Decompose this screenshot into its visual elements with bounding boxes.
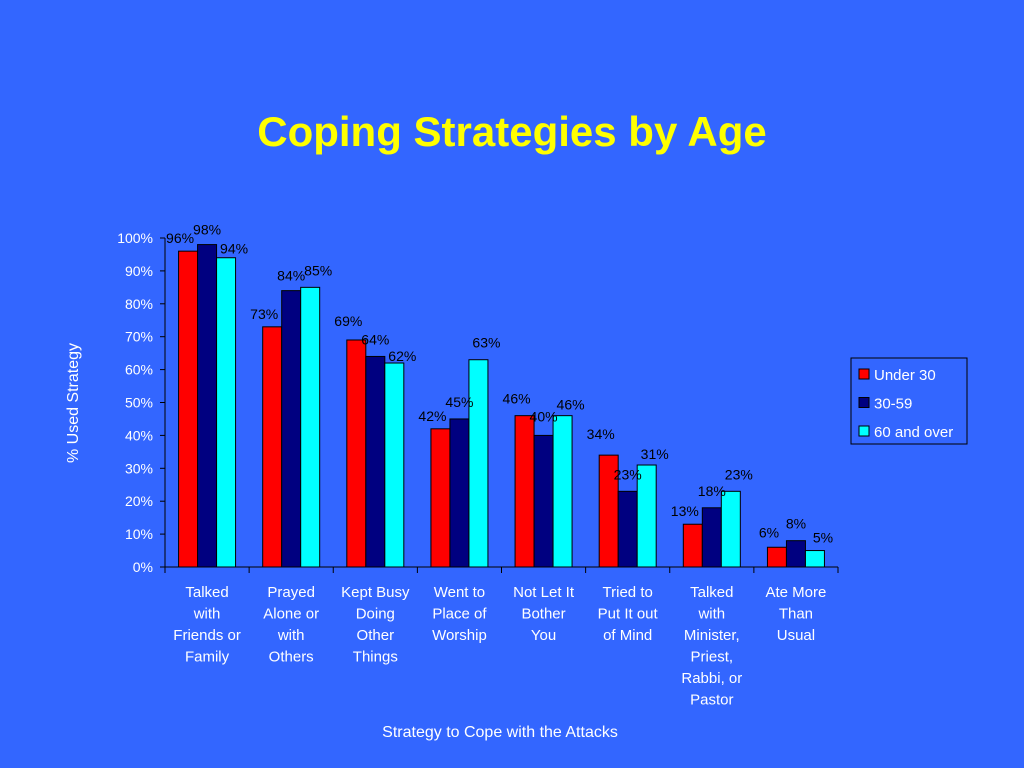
- legend-box: [850, 357, 968, 445]
- bar: [346, 339, 367, 568]
- bar: [468, 359, 489, 568]
- legend: Under 30 30-59 60 and over: [850, 357, 968, 445]
- y-tick-label: 100%: [117, 230, 153, 246]
- y-tick-label: 10%: [125, 526, 153, 542]
- bar: [804, 550, 825, 568]
- y-axis-title: % Used Strategy: [65, 343, 82, 463]
- data-label: 98%: [193, 222, 221, 238]
- bar: [720, 490, 741, 568]
- x-tick-label: Ate More Than Usual: [766, 584, 827, 644]
- bar: [514, 415, 535, 568]
- data-label: 63%: [472, 335, 500, 351]
- data-label: 85%: [304, 262, 332, 278]
- bars: [178, 244, 825, 568]
- bar: [533, 434, 554, 568]
- x-tick-label: Went to Place of Worship: [432, 584, 487, 644]
- bar: [197, 244, 218, 568]
- data-label: 46%: [557, 397, 585, 413]
- y-tick-label: 40%: [125, 427, 153, 443]
- y-tick-label: 60%: [125, 362, 153, 378]
- data-labels: 96%98%94%73%84%85%69%64%62%42%45%63%46%4…: [166, 222, 833, 546]
- data-label: 5%: [813, 530, 833, 546]
- y-axis: 0% 10% 20% 30% 40% 50% 60% 70% 80% 90% 100%: [117, 230, 166, 575]
- bar: [430, 428, 451, 568]
- y-tick-label: 90%: [125, 263, 153, 279]
- legend-label: 60 and over: [874, 424, 953, 441]
- legend-label: Under 30: [874, 367, 936, 384]
- data-label: 42%: [418, 408, 446, 424]
- y-tick-label: 30%: [125, 460, 153, 476]
- data-label: 40%: [530, 408, 558, 424]
- y-tick-label: 50%: [125, 395, 153, 411]
- data-label: 6%: [759, 524, 779, 540]
- bar: [300, 286, 321, 568]
- data-label: 8%: [786, 516, 806, 532]
- data-label: 45%: [445, 394, 473, 410]
- bar: [449, 418, 470, 568]
- data-label: 69%: [334, 313, 362, 329]
- bar: [281, 290, 302, 568]
- x-tick-label: Not Let It Bother You: [513, 584, 575, 644]
- bar: [365, 355, 386, 568]
- bar: [682, 523, 703, 568]
- x-tick-label: Kept Busy Doing Other Things: [341, 584, 410, 666]
- data-label: 96%: [166, 230, 194, 246]
- data-label: 18%: [698, 483, 726, 499]
- y-tick-label: 0%: [133, 559, 153, 575]
- x-tick-label: Prayed Alone or with Others: [263, 584, 319, 666]
- data-label: 13%: [671, 503, 699, 519]
- data-label: 46%: [503, 391, 531, 407]
- bar: [552, 415, 573, 568]
- bar: [766, 546, 787, 568]
- bar: [701, 507, 722, 568]
- x-tick-label: Talked with Minister, Priest, Rabbi, or Pasto…: [681, 584, 742, 709]
- data-label: 23%: [614, 466, 642, 482]
- x-axis: Talked with Friends or Family Prayed Alone or…: [164, 566, 839, 709]
- data-label: 94%: [220, 241, 248, 257]
- legend-swatch: [858, 368, 870, 380]
- legend-swatch: [858, 425, 870, 437]
- bar: [216, 257, 237, 568]
- data-label: 73%: [250, 306, 278, 322]
- data-label: 31%: [641, 446, 669, 462]
- legend-swatch: [858, 397, 870, 408]
- y-tick-label: 80%: [125, 296, 153, 312]
- bar: [384, 362, 405, 568]
- bar: [178, 250, 199, 568]
- x-axis-title: Strategy to Cope with the Attacks: [382, 724, 618, 741]
- bar: [785, 540, 806, 568]
- data-label: 34%: [587, 426, 615, 442]
- data-label: 62%: [388, 348, 416, 364]
- slide-title: Coping Strategies by Age: [257, 108, 767, 155]
- y-tick-label: 70%: [125, 329, 153, 345]
- x-tick-label: Tried to Put It out of Mind: [598, 584, 659, 644]
- data-label: 84%: [277, 268, 305, 284]
- bar: [262, 326, 283, 568]
- data-label: 64%: [361, 331, 389, 347]
- x-tick-label: Talked with Friends or Family: [173, 584, 241, 666]
- data-label: 23%: [725, 466, 753, 482]
- legend-label: 30-59: [874, 396, 912, 413]
- bar: [617, 490, 638, 568]
- y-tick-label: 20%: [125, 493, 153, 509]
